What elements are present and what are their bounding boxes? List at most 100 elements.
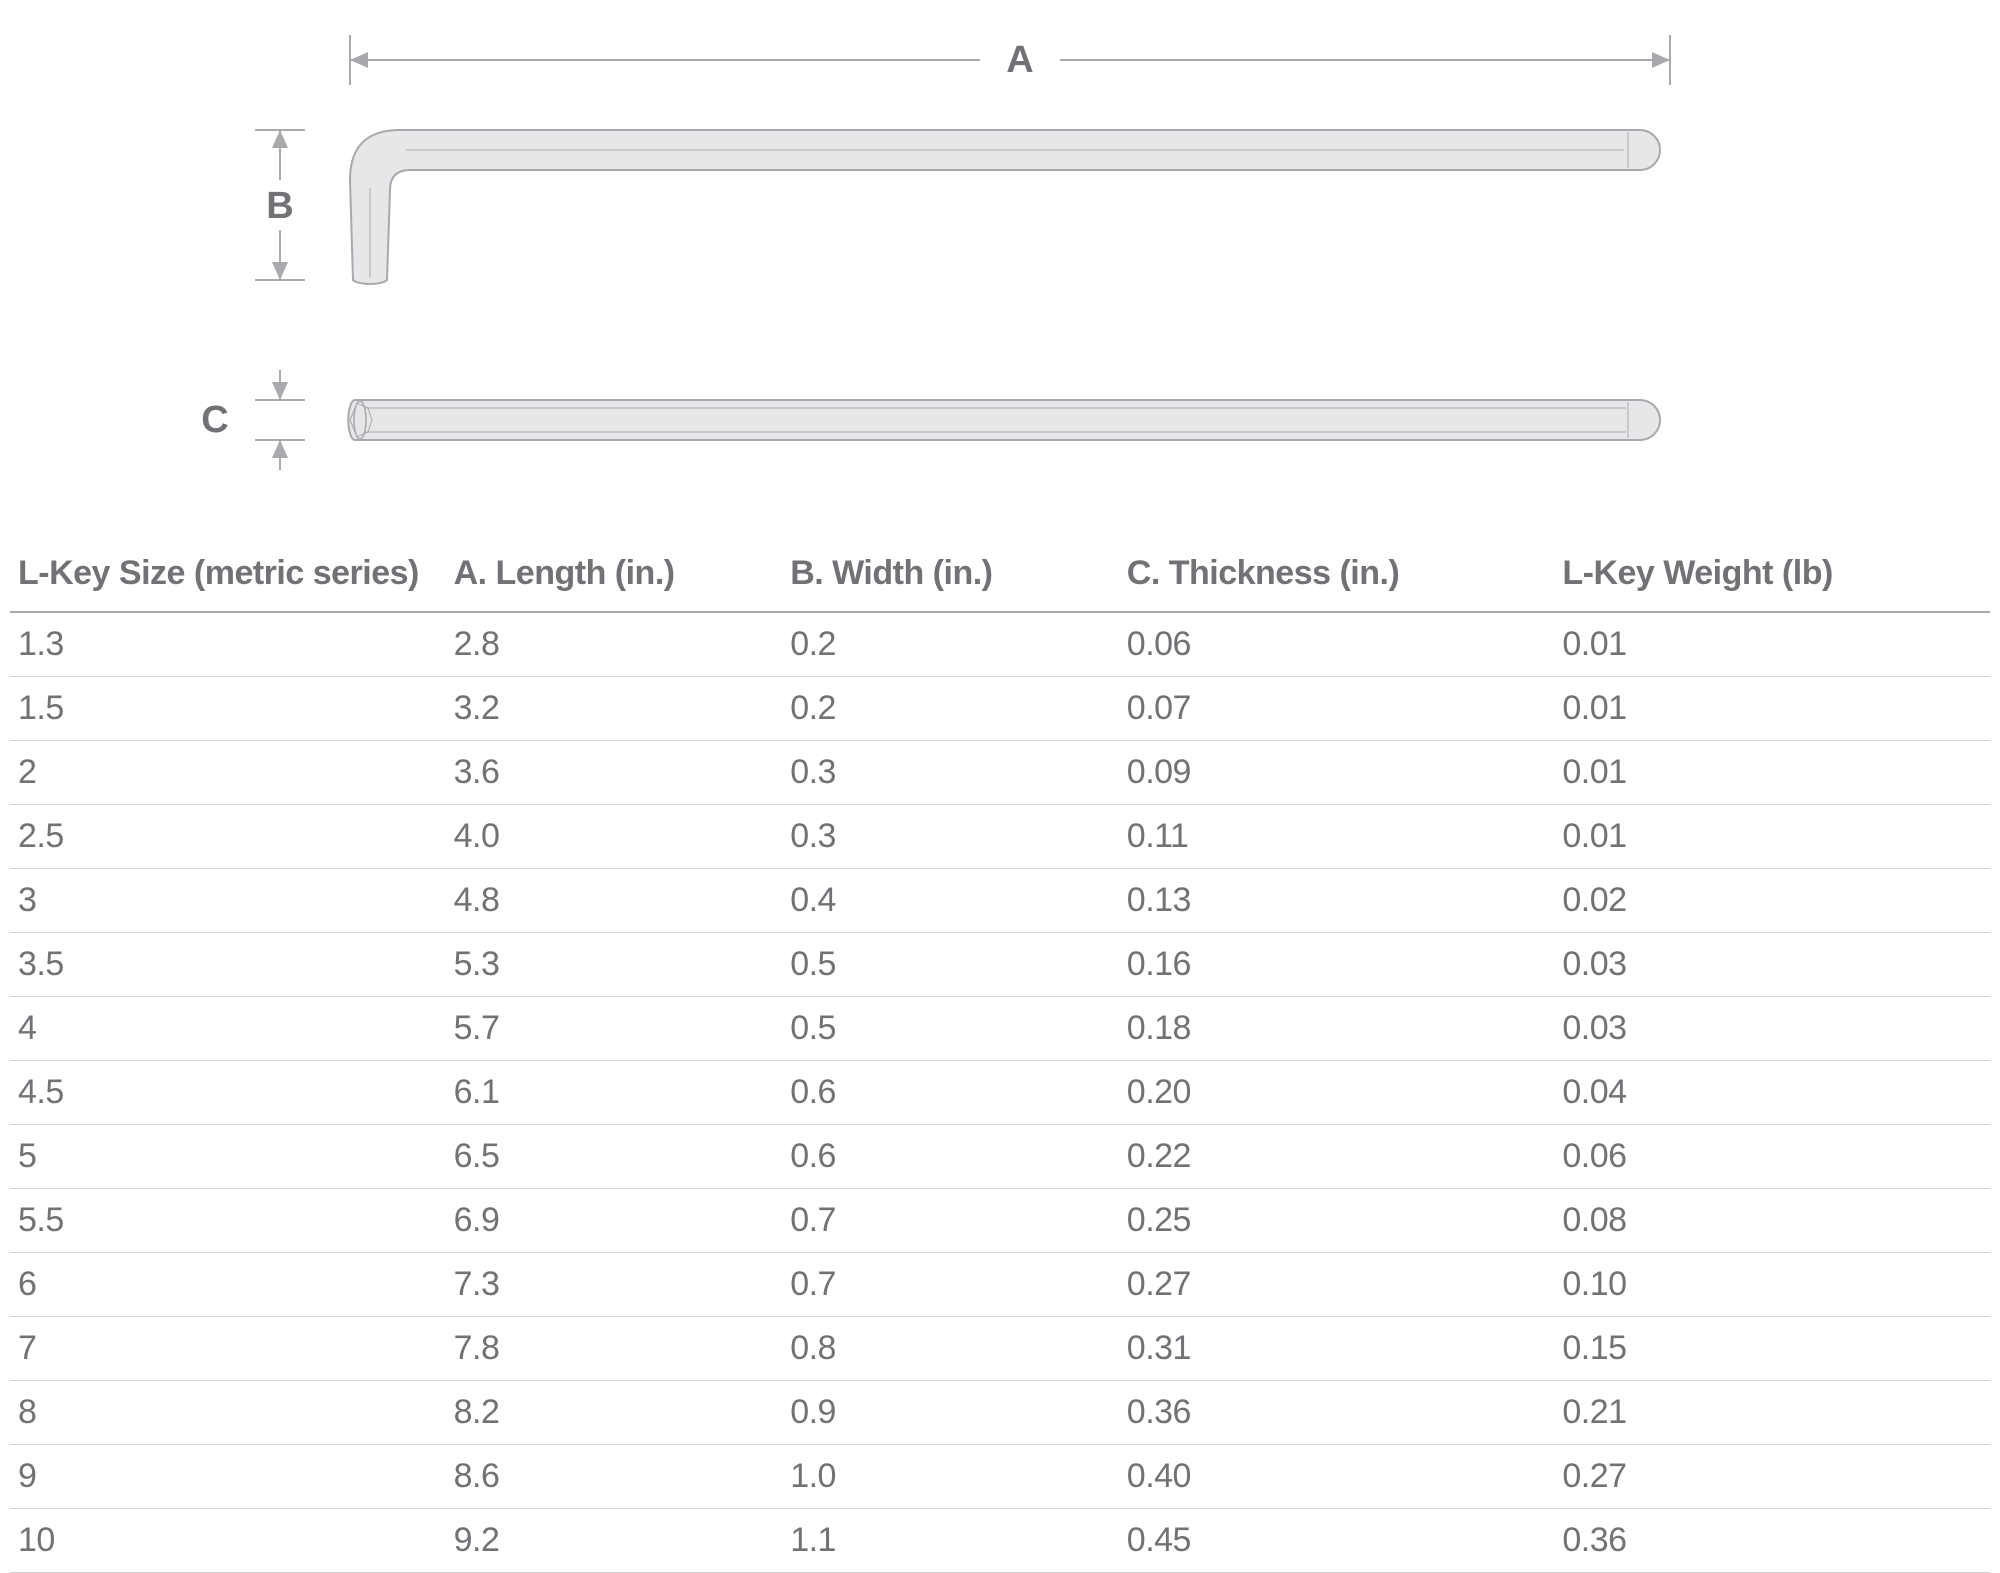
table-cell: 0.27: [1554, 1445, 1990, 1509]
table-row: 45.70.50.180.03: [10, 997, 1990, 1061]
table-cell: 0.18: [1119, 997, 1555, 1061]
table-cell: 0.21: [1554, 1381, 1990, 1445]
table-cell: 0.6: [782, 1125, 1119, 1189]
table-cell: 0.25: [1119, 1189, 1555, 1253]
table-row: 67.30.70.270.10: [10, 1253, 1990, 1317]
table-cell: 3.6: [446, 741, 783, 805]
table-cell: 4: [10, 997, 446, 1061]
col-header-width: B. Width (in.): [782, 540, 1119, 612]
table-cell: 0.31: [1119, 1317, 1555, 1381]
table-row: 98.61.00.400.27: [10, 1445, 1990, 1509]
table-cell: 0.5: [782, 997, 1119, 1061]
table-row: 4.56.10.60.200.04: [10, 1061, 1990, 1125]
table-cell: 0.16: [1119, 933, 1555, 997]
table-row: 3.55.30.50.160.03: [10, 933, 1990, 997]
table-cell: 4.8: [446, 869, 783, 933]
diagram-area: A B C: [0, 0, 2000, 540]
spec-table: L-Key Size (metric series) A. Length (in…: [10, 540, 1990, 1573]
table-cell: 10: [10, 1509, 446, 1573]
table-cell: 1.0: [782, 1445, 1119, 1509]
table-cell: 4.5: [10, 1061, 446, 1125]
table-cell: 0.06: [1554, 1125, 1990, 1189]
table-row: 34.80.40.130.02: [10, 869, 1990, 933]
table-cell: 0.2: [782, 612, 1119, 677]
table-cell: 9: [10, 1445, 446, 1509]
table-cell: 0.03: [1554, 933, 1990, 997]
dimension-c: [255, 370, 305, 470]
table-cell: 2: [10, 741, 446, 805]
col-header-length: A. Length (in.): [446, 540, 783, 612]
table-cell: 8.2: [446, 1381, 783, 1445]
table-cell: 0.22: [1119, 1125, 1555, 1189]
table-cell: 0.8: [782, 1317, 1119, 1381]
table-cell: 3.5: [10, 933, 446, 997]
table-cell: 0.6: [782, 1061, 1119, 1125]
table-row: 56.50.60.220.06: [10, 1125, 1990, 1189]
table-cell: 0.01: [1554, 677, 1990, 741]
table-cell: 0.15: [1554, 1317, 1990, 1381]
table-cell: 0.27: [1119, 1253, 1555, 1317]
spec-table-wrap: L-Key Size (metric series) A. Length (in…: [0, 540, 2000, 1573]
table-cell: 5.5: [10, 1189, 446, 1253]
table-cell: 0.36: [1554, 1509, 1990, 1573]
table-cell: 9.2: [446, 1509, 783, 1573]
table-cell: 6.5: [446, 1125, 783, 1189]
table-cell: 0.03: [1554, 997, 1990, 1061]
table-cell: 0.10: [1554, 1253, 1990, 1317]
table-cell: 7: [10, 1317, 446, 1381]
table-cell: 6.9: [446, 1189, 783, 1253]
table-cell: 7.3: [446, 1253, 783, 1317]
table-cell: 8.6: [446, 1445, 783, 1509]
table-header-row: L-Key Size (metric series) A. Length (in…: [10, 540, 1990, 612]
table-cell: 7.8: [446, 1317, 783, 1381]
lkey-bent-view: [350, 130, 1660, 284]
table-cell: 0.45: [1119, 1509, 1555, 1573]
table-cell: 0.01: [1554, 805, 1990, 869]
table-cell: 5.3: [446, 933, 783, 997]
dimension-a-label: A: [1006, 39, 1033, 81]
table-cell: 0.01: [1554, 741, 1990, 805]
table-cell: 0.7: [782, 1253, 1119, 1317]
dimension-c-label: C: [201, 399, 228, 441]
table-cell: 8: [10, 1381, 446, 1445]
table-cell: 1.5: [10, 677, 446, 741]
table-cell: 0.7: [782, 1189, 1119, 1253]
col-header-thickness: C. Thickness (in.): [1119, 540, 1555, 612]
dimension-b-label: B: [266, 185, 293, 227]
table-cell: 5: [10, 1125, 446, 1189]
table-row: 23.60.30.090.01: [10, 741, 1990, 805]
table-cell: 1.3: [10, 612, 446, 677]
table-cell: 0.04: [1554, 1061, 1990, 1125]
table-row: 1.32.80.20.060.01: [10, 612, 1990, 677]
table-cell: 6: [10, 1253, 446, 1317]
table-row: 88.20.90.360.21: [10, 1381, 1990, 1445]
table-row: 5.56.90.70.250.08: [10, 1189, 1990, 1253]
col-header-size: L-Key Size (metric series): [10, 540, 446, 612]
table-cell: 2.8: [446, 612, 783, 677]
table-cell: 3.2: [446, 677, 783, 741]
table-cell: 5.7: [446, 997, 783, 1061]
table-cell: 0.09: [1119, 741, 1555, 805]
lkey-straight-view: [348, 400, 1660, 440]
table-body: 1.32.80.20.060.011.53.20.20.070.0123.60.…: [10, 612, 1990, 1573]
table-row: 109.21.10.450.36: [10, 1509, 1990, 1573]
table-cell: 0.9: [782, 1381, 1119, 1445]
table-cell: 0.3: [782, 805, 1119, 869]
table-cell: 3: [10, 869, 446, 933]
table-cell: 0.40: [1119, 1445, 1555, 1509]
table-row: 2.54.00.30.110.01: [10, 805, 1990, 869]
lkey-diagram: A B C: [150, 20, 1850, 500]
table-cell: 0.36: [1119, 1381, 1555, 1445]
table-cell: 0.4: [782, 869, 1119, 933]
table-row: 77.80.80.310.15: [10, 1317, 1990, 1381]
table-row: 1.53.20.20.070.01: [10, 677, 1990, 741]
table-cell: 2.5: [10, 805, 446, 869]
table-cell: 6.1: [446, 1061, 783, 1125]
table-cell: 0.11: [1119, 805, 1555, 869]
table-cell: 0.02: [1554, 869, 1990, 933]
table-cell: 0.5: [782, 933, 1119, 997]
table-cell: 0.13: [1119, 869, 1555, 933]
table-cell: 0.01: [1554, 612, 1990, 677]
table-cell: 0.3: [782, 741, 1119, 805]
table-cell: 0.06: [1119, 612, 1555, 677]
